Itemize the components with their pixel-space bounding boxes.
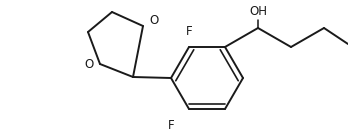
Text: O: O (149, 13, 158, 26)
Text: F: F (186, 25, 192, 38)
Text: O: O (85, 58, 94, 71)
Text: F: F (168, 119, 174, 132)
Text: OH: OH (249, 5, 267, 18)
